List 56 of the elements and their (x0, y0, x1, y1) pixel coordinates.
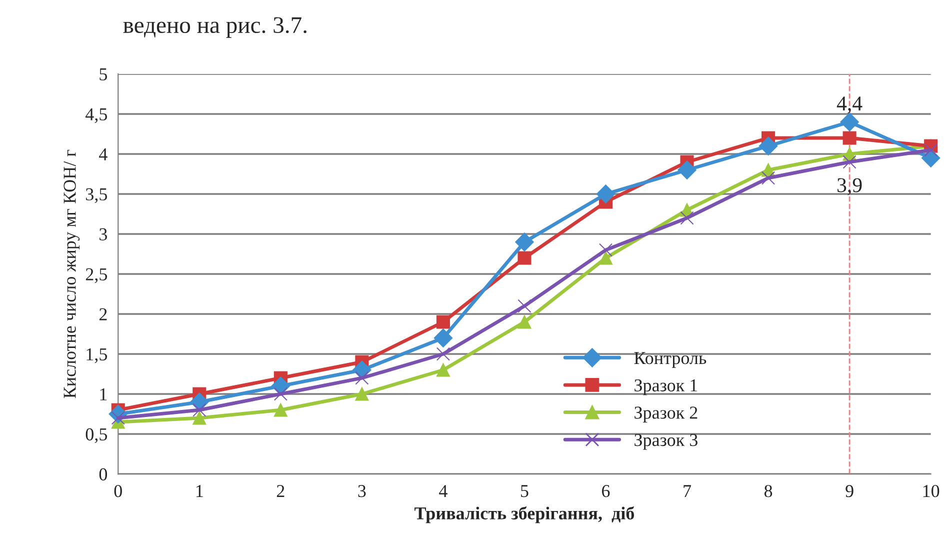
x-tick-label: 10 (923, 484, 940, 498)
annotation: 4,4 (836, 96, 862, 114)
y-axis-title: Кислотне число жиру мг КОН/ г (64, 150, 80, 398)
point (436, 363, 450, 377)
x-tick-label: 7 (684, 485, 692, 497)
point (434, 328, 453, 348)
x-tick-label: 6 (602, 485, 610, 498)
point (436, 347, 450, 361)
point (598, 243, 613, 257)
y-tick-label: 4,5 (85, 108, 108, 124)
point (515, 232, 534, 252)
y-tick-label: 0,5 (86, 428, 108, 444)
x-tick-label: 4 (439, 485, 448, 497)
point (842, 131, 856, 145)
y-tick-label: 1,5 (86, 348, 108, 364)
legend-label: Зразок 3 (634, 434, 698, 450)
point (924, 143, 938, 157)
y-tick-label: 3,5 (86, 188, 108, 204)
x-tick-label: 1 (196, 485, 203, 497)
point (355, 387, 369, 401)
point (758, 136, 778, 156)
point (274, 387, 288, 401)
x-tick-label: 9 (846, 485, 854, 498)
point (436, 315, 450, 329)
x-tick-label: 3 (358, 485, 366, 498)
point (192, 411, 206, 425)
x-tick-label: 5 (521, 485, 528, 498)
point (518, 251, 532, 265)
y-tick-label: 0 (99, 468, 108, 480)
y-tick-label: 4 (99, 148, 108, 160)
y-tick-label: 2 (99, 308, 107, 320)
legend-label: Зразок 1 (634, 379, 698, 396)
point (274, 403, 288, 417)
point (518, 315, 532, 329)
point (355, 371, 369, 385)
point (598, 251, 613, 265)
legend-label: Контроль (634, 352, 706, 368)
x-tick-label: 0 (114, 484, 122, 498)
text: ведено на рис. 3.7. (123, 17, 306, 38)
y-tick-label: 2,5 (86, 268, 108, 284)
y-tick-label: 5 (100, 68, 108, 80)
x-axis-title: Тривалість зберігання, діб (414, 506, 634, 524)
x-tick-label: 2 (276, 485, 284, 497)
point (842, 155, 856, 169)
point (762, 171, 776, 185)
legend-label: Зразок 2 (634, 406, 698, 422)
point (518, 299, 532, 313)
x-tick-label: 8 (764, 484, 772, 498)
point (596, 184, 616, 204)
point (680, 211, 694, 225)
annotation: 3,9 (838, 178, 862, 196)
y-tick-label: 3 (100, 228, 108, 240)
y-tick-label: 1 (100, 388, 107, 400)
point (192, 403, 206, 417)
point (840, 112, 859, 132)
point (678, 160, 696, 180)
